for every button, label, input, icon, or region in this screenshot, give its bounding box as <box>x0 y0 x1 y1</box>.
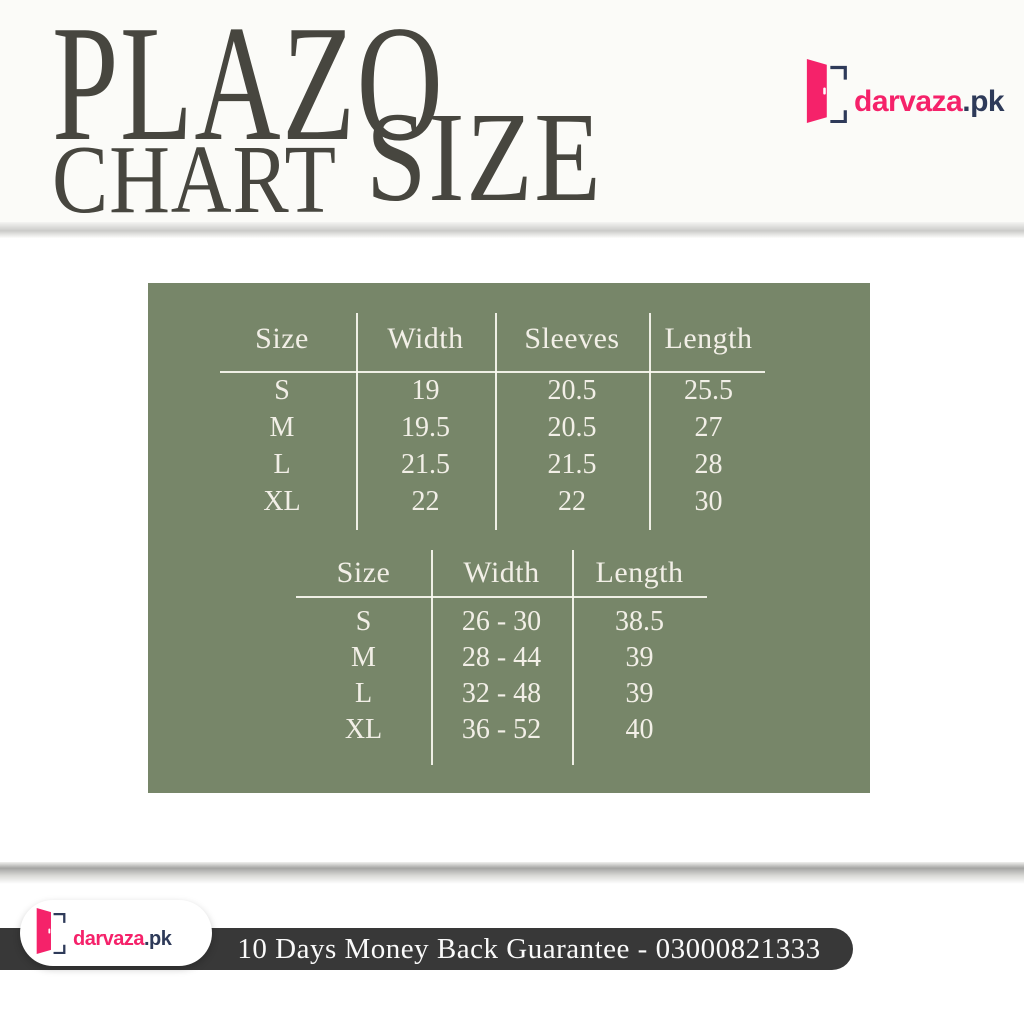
table-divider-line <box>572 550 574 765</box>
value-cell: 27 <box>694 411 723 443</box>
size-cell: S <box>355 606 372 637</box>
column-header: Size <box>255 322 309 355</box>
value-cell: 21.5 <box>401 448 450 480</box>
column-header: Length <box>664 322 753 355</box>
value-cell: 32 - 48 <box>461 678 542 709</box>
brand-wordmark: darvaza.pk <box>854 85 1005 119</box>
table-header-underline <box>220 371 765 373</box>
size-cell: L <box>354 678 373 709</box>
column-header: Width <box>387 322 464 355</box>
size-table-bottom: Size Width Length S 26 - 30 38.5 M 28 - … <box>296 550 707 770</box>
value-cell: 28 - 44 <box>461 642 542 673</box>
table-divider-line <box>431 550 433 765</box>
size-cell: XL <box>263 485 301 517</box>
title-size: SIZE <box>366 86 603 228</box>
table-body: S 19 20.5 25.5 M 19.5 20.5 27 L 21.5 21.… <box>208 372 768 520</box>
door-logo-icon <box>36 907 67 959</box>
brand-logo-bottom: darvaza.pk <box>20 900 212 966</box>
header-section <box>0 0 1024 222</box>
table-header-row: Size Width Length <box>296 550 707 596</box>
table-row: M 28 - 44 39 <box>296 640 707 676</box>
table-header-underline <box>296 596 707 598</box>
brand-tld: .pk <box>962 85 1005 118</box>
door-logo-icon <box>806 58 849 128</box>
size-table-top: Size Width Sleeves Length S 19 20.5 25.5… <box>208 308 768 538</box>
value-cell: 22 <box>411 485 440 517</box>
table-row: S 19 20.5 25.5 <box>208 372 768 409</box>
value-cell: 20.5 <box>547 411 597 443</box>
value-cell: 28 <box>694 448 723 480</box>
table-row: S 26 - 30 38.5 <box>296 604 707 640</box>
table-row: XL 22 22 30 <box>208 483 768 520</box>
value-cell: 40 <box>625 714 654 745</box>
brand-logo-top: darvaza.pk <box>806 58 1005 128</box>
guarantee-text: 10 Days Money Back Guarantee - 030008213… <box>237 932 821 965</box>
title-chart: CHART <box>52 126 337 234</box>
table-divider-line <box>495 313 497 530</box>
size-cell: S <box>274 374 290 406</box>
table-row: M 19.5 20.5 27 <box>208 409 768 446</box>
value-cell: 26 - 30 <box>461 606 542 637</box>
size-chart-panel: Size Width Sleeves Length S 19 20.5 25.5… <box>148 283 870 793</box>
table-divider-line <box>649 313 651 530</box>
size-cell: XL <box>344 714 383 745</box>
divider-band-bottom <box>0 862 1024 884</box>
value-cell: 38.5 <box>615 606 664 637</box>
value-cell: 19.5 <box>401 411 450 443</box>
column-header: Sleeves <box>524 322 620 355</box>
value-cell: 21.5 <box>547 448 597 480</box>
brand-wordmark: darvaza.pk <box>73 927 172 951</box>
column-header: Size <box>336 556 391 589</box>
value-cell: 20.5 <box>547 374 597 406</box>
column-header: Width <box>463 556 540 589</box>
value-cell: 36 - 52 <box>461 714 542 745</box>
value-cell: 39 <box>625 678 654 709</box>
table-body: S 26 - 30 38.5 M 28 - 44 39 L 32 - 48 39… <box>296 604 707 748</box>
value-cell: 30 <box>694 485 723 517</box>
table-row: XL 36 - 52 40 <box>296 712 707 748</box>
value-cell: 39 <box>625 642 654 673</box>
divider-band-top <box>0 222 1024 238</box>
size-cell: M <box>269 411 295 443</box>
size-cell: L <box>273 448 291 480</box>
size-cell: M <box>351 642 376 673</box>
column-header: Length <box>595 556 684 589</box>
value-cell: 22 <box>558 485 586 517</box>
brand-tld: .pk <box>144 927 172 950</box>
title-plazo: PLAZO <box>52 0 445 175</box>
value-cell: 19 <box>411 374 440 406</box>
table-divider-line <box>356 313 358 530</box>
table-row: L 32 - 48 39 <box>296 676 707 712</box>
table-row: L 21.5 21.5 28 <box>208 446 768 483</box>
value-cell: 25.5 <box>684 374 733 406</box>
table-header-row: Size Width Sleeves Length <box>208 308 768 370</box>
brand-name: darvaza <box>854 85 963 118</box>
brand-name: darvaza <box>73 927 145 950</box>
